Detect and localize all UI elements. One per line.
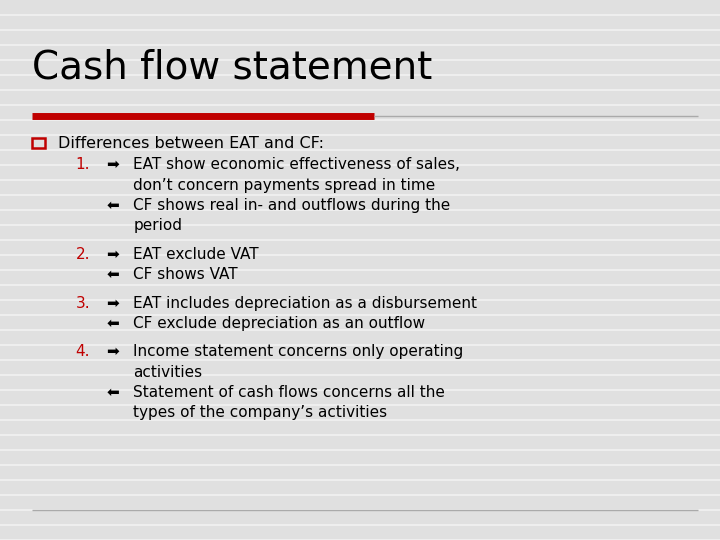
Text: 4.: 4.: [76, 345, 90, 359]
Text: types of the company’s activities: types of the company’s activities: [133, 406, 387, 421]
Text: EAT includes depreciation as a disbursement: EAT includes depreciation as a disbursem…: [133, 295, 477, 310]
Text: EAT show economic effectiveness of sales,: EAT show economic effectiveness of sales…: [133, 157, 460, 172]
Text: don’t concern payments spread in time: don’t concern payments spread in time: [133, 178, 436, 193]
Text: ⬅: ⬅: [107, 198, 120, 213]
Text: ➡: ➡: [107, 345, 120, 359]
Text: Differences between EAT and CF:: Differences between EAT and CF:: [58, 136, 324, 151]
Text: ⬅: ⬅: [107, 267, 120, 282]
Text: CF shows VAT: CF shows VAT: [133, 267, 238, 282]
Text: ➡: ➡: [107, 247, 120, 262]
Text: ⬅: ⬅: [107, 385, 120, 400]
Text: ➡: ➡: [107, 157, 120, 172]
Text: EAT exclude VAT: EAT exclude VAT: [133, 247, 258, 262]
FancyBboxPatch shape: [32, 138, 45, 148]
Text: 2.: 2.: [76, 247, 90, 262]
Text: Cash flow statement: Cash flow statement: [32, 49, 433, 86]
Text: period: period: [133, 218, 182, 233]
Text: activities: activities: [133, 364, 202, 380]
Text: ⬅: ⬅: [107, 316, 120, 331]
Text: CF exclude depreciation as an outflow: CF exclude depreciation as an outflow: [133, 316, 426, 331]
Text: Statement of cash flows concerns all the: Statement of cash flows concerns all the: [133, 385, 445, 400]
Text: 1.: 1.: [76, 157, 90, 172]
Text: CF shows real in- and outflows during the: CF shows real in- and outflows during th…: [133, 198, 451, 213]
Text: Income statement concerns only operating: Income statement concerns only operating: [133, 345, 464, 359]
Text: ➡: ➡: [107, 295, 120, 310]
Text: 3.: 3.: [76, 295, 90, 310]
